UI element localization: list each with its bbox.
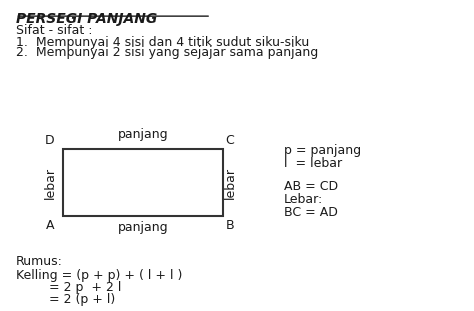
Text: panjang: panjang xyxy=(118,128,168,141)
Text: = 2 (p + l): = 2 (p + l) xyxy=(48,293,115,306)
Text: D: D xyxy=(45,134,54,147)
Text: lebar: lebar xyxy=(223,167,237,199)
Bar xyxy=(63,149,223,216)
Text: B: B xyxy=(226,219,234,232)
Text: 1.  Mempunyai 4 sisi dan 4 titik sudut siku-siku: 1. Mempunyai 4 sisi dan 4 titik sudut si… xyxy=(16,36,309,49)
Text: Sifat - sifat :: Sifat - sifat : xyxy=(16,25,92,37)
Text: PERSEGI PANJANG: PERSEGI PANJANG xyxy=(16,12,157,26)
Text: = 2 p  + 2 l: = 2 p + 2 l xyxy=(48,281,121,294)
Text: p = panjang: p = panjang xyxy=(284,144,361,157)
Text: 2.  Mempunyai 2 sisi yang sejajar sama panjang: 2. Mempunyai 2 sisi yang sejajar sama pa… xyxy=(16,46,318,59)
Text: Rumus:: Rumus: xyxy=(16,255,63,268)
Text: Kelling = (p + p) + ( l + l ): Kelling = (p + p) + ( l + l ) xyxy=(16,269,182,282)
Text: lebar: lebar xyxy=(45,167,57,199)
Text: Lebar:: Lebar: xyxy=(284,193,323,206)
Text: AB = CD: AB = CD xyxy=(284,180,338,193)
Text: l  = lebar: l = lebar xyxy=(284,157,342,170)
Text: C: C xyxy=(226,134,234,147)
Text: A: A xyxy=(46,219,54,232)
Text: panjang: panjang xyxy=(118,221,168,234)
Text: BC = AD: BC = AD xyxy=(284,206,338,219)
